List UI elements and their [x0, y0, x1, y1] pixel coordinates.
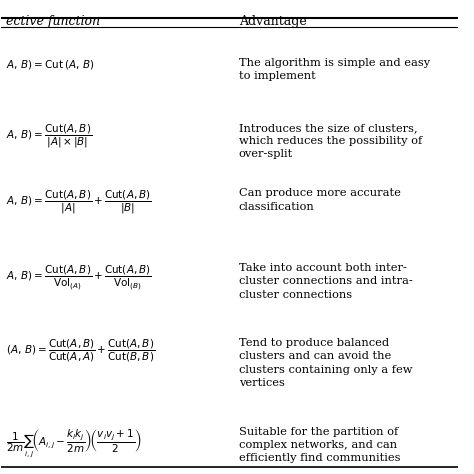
Text: Take into account both inter-
cluster connections and intra-
cluster connections: Take into account both inter- cluster co… [239, 263, 412, 300]
Text: $A,\,B) = \dfrac{\mathrm{Cut}(A,B)}{|A|\times|B|}$: $A,\,B) = \dfrac{\mathrm{Cut}(A,B)}{|A|\… [6, 123, 92, 150]
Text: Suitable for the partition of
complex networks, and can
efficiently find communi: Suitable for the partition of complex ne… [239, 427, 400, 464]
Text: $(A,\,B) = \dfrac{\mathrm{Cut}(A,B)}{\mathrm{Cut}(A,A)} + \dfrac{\mathrm{Cut}(A,: $(A,\,B) = \dfrac{\mathrm{Cut}(A,B)}{\ma… [6, 338, 155, 365]
Text: The algorithm is simple and easy
to implement: The algorithm is simple and easy to impl… [239, 57, 430, 81]
Text: Advantage: Advantage [239, 16, 307, 28]
Text: ective function: ective function [6, 16, 100, 28]
Text: $A,\,B) = \dfrac{\mathrm{Cut}(A,B)}{\mathrm{Vol}_{(A)}} + \dfrac{\mathrm{Cut}(A,: $A,\,B) = \dfrac{\mathrm{Cut}(A,B)}{\mat… [6, 263, 152, 292]
Text: Tend to produce balanced
clusters and can avoid the
clusters containing only a f: Tend to produce balanced clusters and ca… [239, 338, 412, 388]
Text: $A,\,B) = \mathrm{Cut}\,(A,\,B)$: $A,\,B) = \mathrm{Cut}\,(A,\,B)$ [6, 57, 94, 71]
Text: $\dfrac{1}{2m}\sum_{i,j}\!\left(A_{i,j} - \dfrac{k_i k_j}{2m}\right)\!\left(\dfr: $\dfrac{1}{2m}\sum_{i,j}\!\left(A_{i,j} … [6, 427, 142, 459]
Text: $A,\,B) = \dfrac{\mathrm{Cut}(A,B)}{|A|} + \dfrac{\mathrm{Cut}(A,B)}{|B|}$: $A,\,B) = \dfrac{\mathrm{Cut}(A,B)}{|A|}… [6, 189, 152, 216]
Text: Can produce more accurate
classification: Can produce more accurate classification [239, 189, 401, 212]
Text: Introduces the size of clusters,
which reduces the possibility of
over-split: Introduces the size of clusters, which r… [239, 123, 422, 159]
